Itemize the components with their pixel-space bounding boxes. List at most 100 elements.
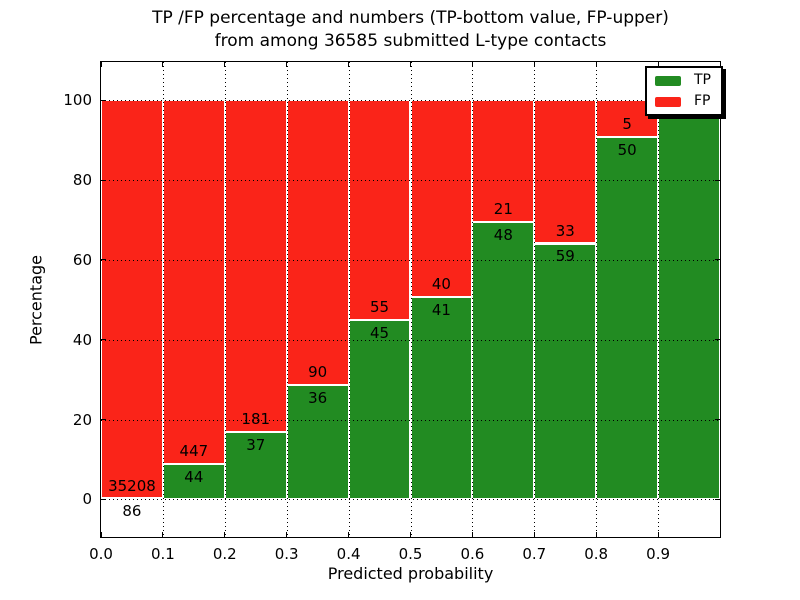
gridline-v-0.3 bbox=[286, 62, 288, 537]
tp-count-label: 44 bbox=[184, 467, 204, 486]
fp-count-label: 447 bbox=[179, 441, 209, 460]
stacked-bar-0.5-0.6 bbox=[410, 100, 473, 500]
x-tick-mark bbox=[595, 532, 597, 537]
tp-count-label: 45 bbox=[370, 323, 390, 342]
y-tick-mark bbox=[101, 179, 106, 181]
y-tick-label: 20 bbox=[72, 410, 92, 429]
y-tick-label: 60 bbox=[72, 250, 92, 269]
legend-label-fp: FP bbox=[694, 93, 711, 109]
x-tick-mark bbox=[657, 62, 659, 67]
x-tick-mark bbox=[348, 62, 350, 67]
chart-title: TP /FP percentage and numbers (TP-bottom… bbox=[100, 7, 721, 53]
x-tick-mark bbox=[533, 532, 535, 537]
x-tick-mark bbox=[471, 532, 473, 537]
tp-count-label: 36 bbox=[308, 389, 328, 408]
fp-segment bbox=[286, 100, 349, 386]
fp-segment bbox=[348, 100, 411, 320]
stacked-bar-0.0-0.1 bbox=[101, 100, 163, 500]
x-tick-label: 0.7 bbox=[522, 545, 547, 563]
legend-item-fp: FP bbox=[655, 94, 711, 109]
fp-count-label: 181 bbox=[241, 409, 271, 428]
y-tick-mark bbox=[715, 259, 720, 261]
y-tick-mark bbox=[715, 419, 720, 421]
stacked-bar-0.7-0.8 bbox=[534, 100, 597, 500]
x-tick-mark bbox=[533, 62, 535, 67]
legend-swatch-tp-icon bbox=[655, 75, 681, 86]
x-tick-mark bbox=[410, 532, 411, 537]
tp-segment bbox=[224, 431, 287, 500]
legend-swatch-fp-icon bbox=[655, 96, 681, 107]
stacked-bar-0.6-0.7 bbox=[472, 100, 535, 500]
x-tick-mark bbox=[471, 62, 473, 67]
stacked-bar-0.8-0.9 bbox=[596, 100, 659, 500]
fp-segment bbox=[101, 100, 163, 499]
gridline-v-0.9 bbox=[658, 62, 660, 537]
x-tick-label: 0.9 bbox=[646, 545, 671, 563]
gridline-v-0.5 bbox=[410, 62, 412, 537]
y-tick-label: 40 bbox=[72, 330, 92, 349]
tp-count-label: 59 bbox=[555, 247, 575, 266]
y-tick-mark bbox=[101, 259, 106, 261]
x-tick-mark bbox=[348, 532, 350, 537]
y-tick-label: 80 bbox=[72, 171, 92, 190]
tp-count-label: 50 bbox=[617, 140, 637, 159]
x-tick-label: 0.6 bbox=[460, 545, 485, 563]
x-tick-mark bbox=[100, 532, 102, 537]
fp-count-label: 21 bbox=[493, 199, 513, 218]
fp-segment bbox=[410, 100, 473, 298]
fp-count-label: 35208 bbox=[108, 476, 156, 495]
gridline-v-0.7 bbox=[534, 62, 536, 537]
x-tick-label: 0.3 bbox=[274, 545, 299, 563]
y-tick-mark bbox=[715, 339, 720, 341]
y-tick-mark bbox=[101, 498, 106, 500]
gridline-v-0.6 bbox=[472, 62, 474, 537]
fp-count-label: 33 bbox=[555, 221, 575, 240]
fp-segment bbox=[162, 100, 225, 464]
legend: TP FP bbox=[645, 66, 723, 116]
bars-layer: 35208 86 447 44 181 37 90 36 55 45 40 41 21 48 33 59 5 50… bbox=[101, 78, 720, 520]
x-tick-label: 0.0 bbox=[89, 545, 113, 563]
x-tick-mark bbox=[595, 62, 597, 67]
x-tick-mark bbox=[100, 62, 102, 67]
y-tick-label: 0 bbox=[82, 490, 92, 509]
tp-segment bbox=[162, 463, 225, 500]
y-tick-mark bbox=[101, 99, 106, 101]
x-tick-label: 0.4 bbox=[336, 545, 361, 563]
gridline-v-0.2 bbox=[224, 62, 226, 537]
x-tick-label: 0.8 bbox=[584, 545, 609, 563]
tp-segment bbox=[348, 319, 411, 500]
tp-segment bbox=[596, 136, 659, 500]
x-tick-mark bbox=[162, 532, 164, 537]
fp-count-label: 55 bbox=[370, 297, 390, 316]
fp-count-label: 40 bbox=[431, 275, 451, 294]
tp-count-label: 48 bbox=[493, 225, 513, 244]
stacked-bar-0.2-0.3 bbox=[224, 100, 287, 500]
chart-title-line1: TP /FP percentage and numbers (TP-bottom… bbox=[152, 8, 669, 28]
chart-title-line2: from among 36585 submitted L-type contac… bbox=[214, 31, 607, 51]
fp-segment bbox=[534, 100, 597, 244]
y-tick-label: 100 bbox=[63, 91, 92, 110]
stacked-bar-0.3-0.4 bbox=[286, 100, 349, 500]
tp-segment bbox=[534, 243, 597, 500]
plot-area: 35208 86 447 44 181 37 90 36 55 45 40 41 21 48 33 59 5 50… bbox=[100, 61, 721, 538]
tp-segment bbox=[410, 297, 473, 500]
tp-count-label: 37 bbox=[246, 435, 266, 454]
y-tick-mark bbox=[101, 339, 106, 341]
tp-count-label: 41 bbox=[431, 301, 451, 320]
y-tick-mark bbox=[715, 179, 720, 181]
gridline-v-0.4 bbox=[348, 62, 350, 537]
fp-count-label: 5 bbox=[622, 114, 632, 133]
x-tick-label: 0.1 bbox=[150, 545, 175, 563]
x-tick-mark bbox=[162, 62, 164, 67]
x-tick-mark bbox=[286, 532, 288, 537]
tp-segment bbox=[658, 100, 720, 500]
stacked-bar-0.1-0.2 bbox=[162, 100, 225, 500]
fp-segment bbox=[472, 100, 535, 222]
tp-segment bbox=[286, 385, 349, 500]
tp-count-label: 86 bbox=[122, 502, 142, 521]
legend-label-tp: TP bbox=[694, 72, 711, 88]
x-axis-label: Predicted probability bbox=[327, 564, 494, 583]
x-tick-mark bbox=[224, 62, 226, 67]
stacked-bar-0.4-0.5 bbox=[348, 100, 411, 500]
